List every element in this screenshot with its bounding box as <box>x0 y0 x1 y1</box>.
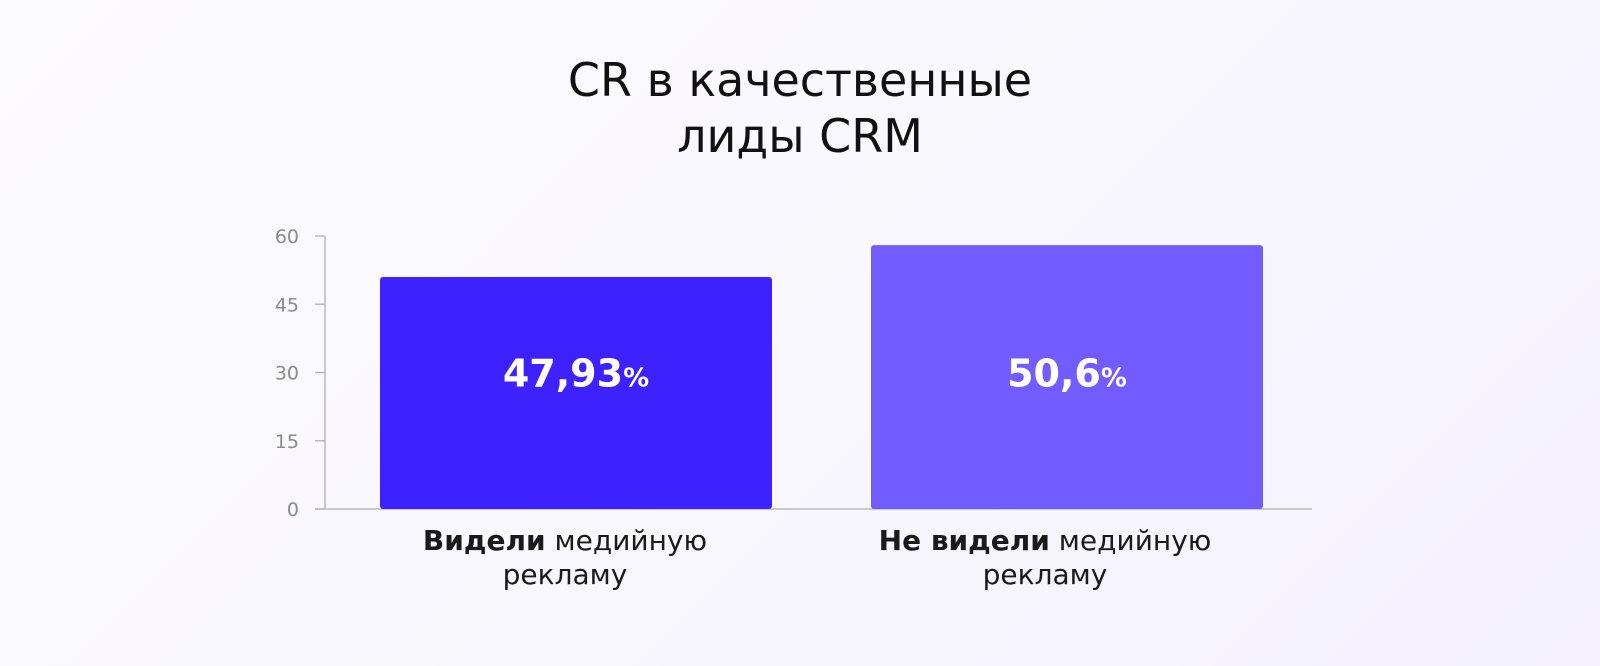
y-tick-label: 0 <box>287 499 299 521</box>
bar-data-label-unit: % <box>1101 364 1127 394</box>
bar-data-label-unit: % <box>623 364 649 394</box>
bar-data-label-number: 50,6 <box>1007 352 1101 396</box>
category-label-not-seen-ads: Не видели медийную рекламу <box>835 524 1255 592</box>
category-label-not-seen-ads-bold: Не видели <box>878 524 1050 557</box>
chart-title-line-2: лиды CRM <box>677 109 923 163</box>
bar-data-label-number: 47,93 <box>503 352 623 396</box>
y-tick-label: 30 <box>275 363 299 385</box>
y-tick-label: 45 <box>275 294 299 316</box>
category-label-seen-ads-bold: Видели <box>422 524 546 557</box>
bar <box>380 276 772 509</box>
category-label-not-seen-ads-rest: медийную <box>1049 524 1212 557</box>
category-label-seen-ads-line2: рекламу <box>502 558 628 591</box>
category-label-seen-ads: Видели медийную рекламу <box>355 524 775 592</box>
chart-title-line-1: CR в качественные <box>567 53 1033 107</box>
category-label-not-seen-ads-line2: рекламу <box>982 558 1108 591</box>
bar <box>871 245 1263 509</box>
bars: 47,93% 50,6% <box>380 245 1263 509</box>
bar-data-label: 50,6% <box>1007 352 1127 396</box>
y-tick-label: 15 <box>275 431 299 453</box>
category-label-seen-ads-rest: медийную <box>545 524 708 557</box>
chart-title: CR в качественные лиды CRM <box>0 52 1600 164</box>
bar-data-label: 47,93% <box>503 352 649 396</box>
y-tick-label: 60 <box>275 226 299 248</box>
